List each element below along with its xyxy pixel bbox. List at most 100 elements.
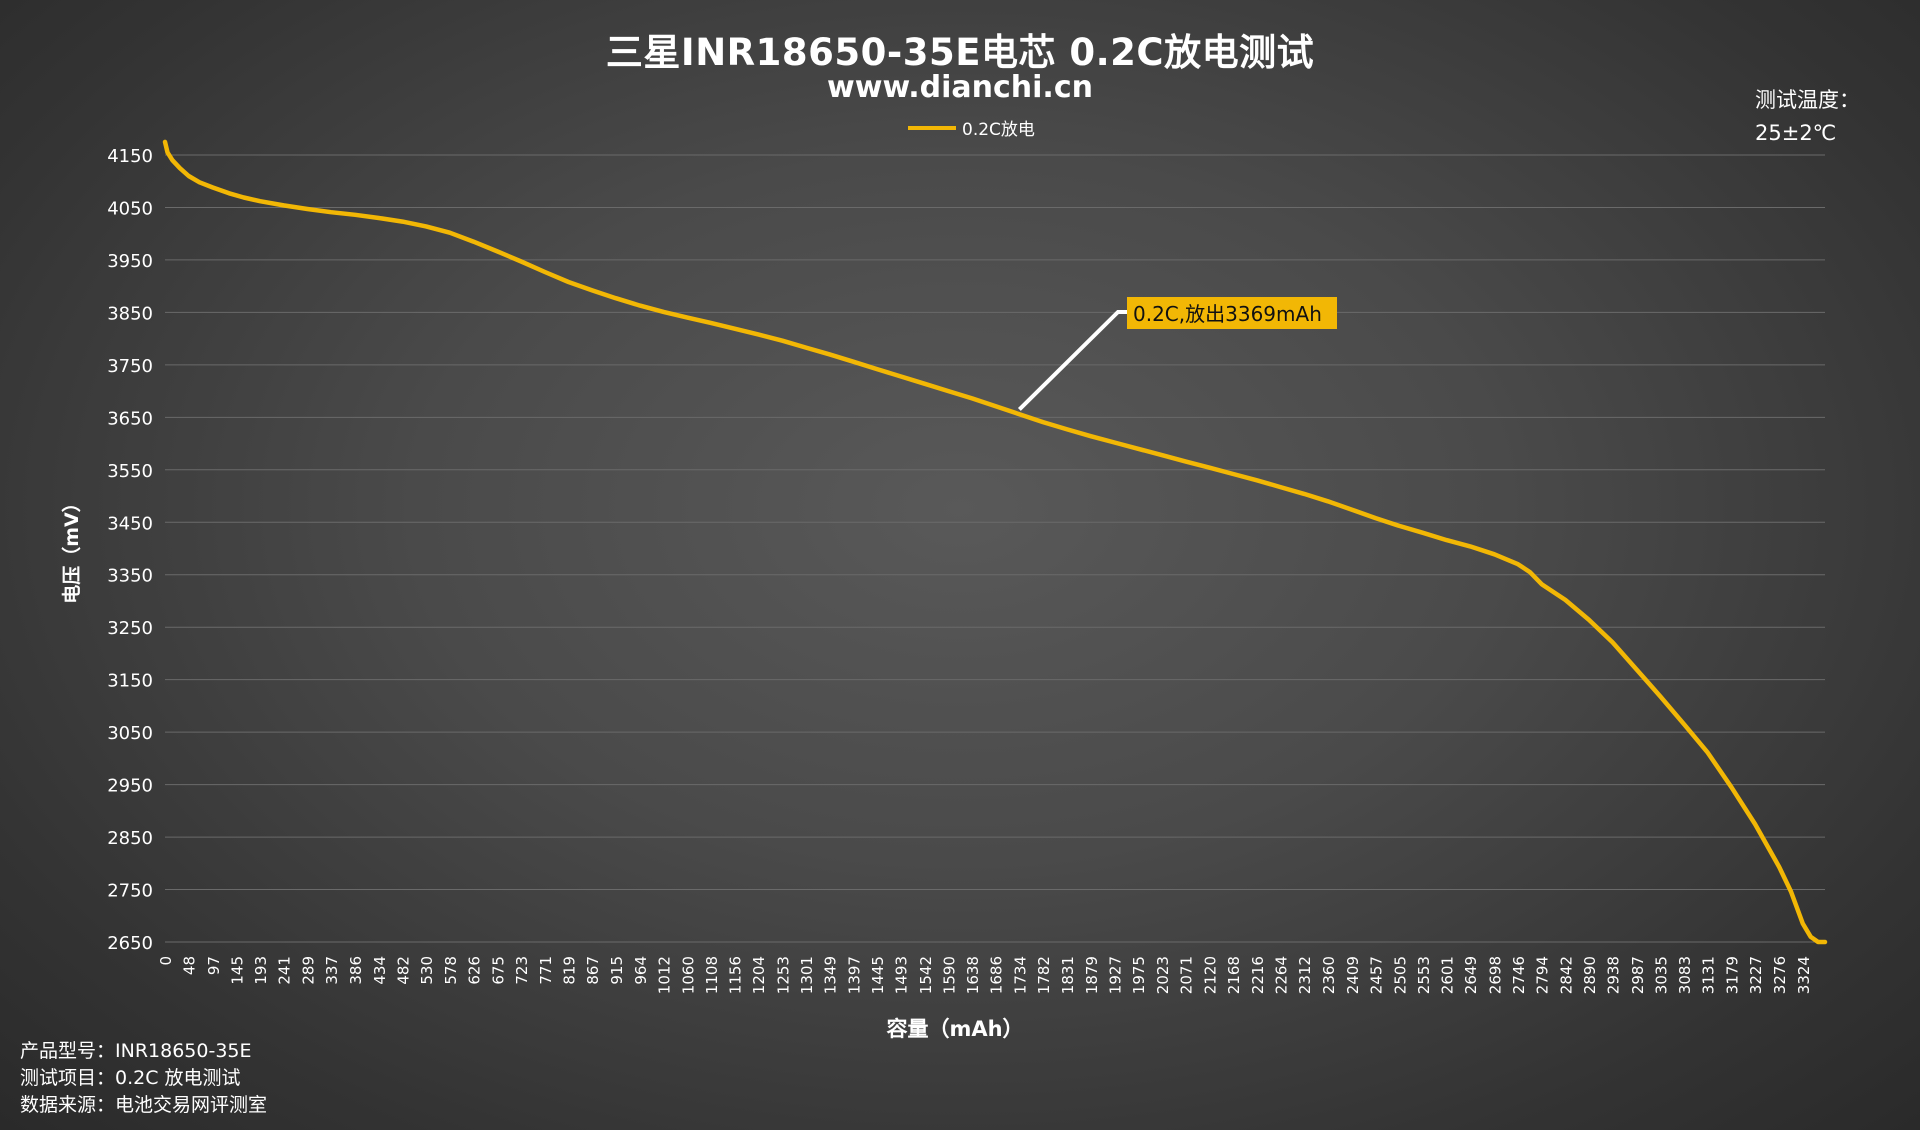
y-tick-label: 3050 [107,723,153,744]
x-tick-label: 819 [561,956,579,985]
x-tick-label: 3324 [1795,956,1813,994]
x-tick-label: 337 [323,956,341,985]
x-tick-label: 1879 [1083,956,1101,994]
x-tick-label: 482 [394,956,412,985]
footer-item-label: 测试项目： [20,1067,116,1089]
y-tick-label: 3650 [107,408,153,429]
x-tick-label: 97 [205,956,223,975]
chart-subtitle: www.dianchi.cn [827,70,1093,105]
x-tick-label: 2216 [1249,956,1267,994]
footer-source-label: 数据来源： [20,1094,116,1116]
x-tick-label: 2264 [1273,956,1291,994]
x-tick-label: 1012 [656,956,674,994]
callout-text: 0.2C,放出3369mAh [1133,302,1322,326]
x-tick-label: 723 [513,956,531,985]
temperature-value: 25±2℃ [1755,121,1837,145]
footer-model-value: INR18650-35E [115,1040,252,1062]
y-tick-labels: 4150 4050 3950 3850 3750 3650 3550 3450 3350 3250… [107,146,153,954]
y-tick-label: 2850 [107,828,153,849]
legend: 0.2C放电 [908,120,1035,140]
x-tick-label: 1590 [940,956,958,994]
x-tick-label: 1397 [845,956,863,994]
x-tick-label: 2842 [1557,956,1575,994]
y-tick-label: 3950 [107,251,153,272]
footer-source-value: 电池交易网评测室 [115,1094,268,1116]
x-tick-labels: 0 48 97 145 193 241 289 337 386 434 482 530 578 626 67… [157,956,1813,994]
footer-model-label: 产品型号： [20,1040,116,1062]
x-tick-label: 1686 [988,956,1006,994]
temperature-note: 测试温度： 25±2℃ [1755,84,1860,150]
y-tick-label: 2750 [107,881,153,902]
x-tick-label: 2023 [1154,956,1172,994]
annotation-callout: 0.2C,放出3369mAh [1017,297,1337,411]
x-tick-label: 193 [252,956,270,985]
y-tick-label: 3250 [107,618,153,639]
series-line [162,139,1828,945]
footer-item-value: 0.2C 放电测试 [115,1067,241,1089]
x-tick-label: 2601 [1439,956,1457,994]
x-tick-label: 771 [537,956,555,985]
x-tick-label: 2746 [1510,956,1528,994]
x-tick-label: 1975 [1130,956,1148,994]
y-tick-label: 3850 [107,303,153,324]
x-tick-label: 915 [608,956,626,985]
series-group [162,139,1828,945]
legend-label: 0.2C放电 [962,120,1035,140]
x-tick-label: 241 [276,956,294,985]
x-tick-label: 2071 [1177,956,1195,994]
x-tick-label: 578 [442,956,460,985]
x-tick-label: 2649 [1462,956,1480,994]
x-tick-label: 1542 [917,956,935,994]
footer-source: 数据来源：电池交易网评测室 [20,1092,267,1119]
x-tick-label: 289 [299,956,317,985]
x-tick-label: 3276 [1771,956,1789,994]
x-tick-label: 626 [465,956,483,985]
callout-leader-line [1017,310,1128,411]
x-tick-label: 675 [490,956,508,985]
footer-item: 测试项目：0.2C 放电测试 [20,1065,267,1092]
x-tick-label: 964 [632,956,650,985]
x-tick-label: 1253 [774,956,792,994]
y-tick-label: 3350 [107,566,153,587]
x-tick-label: 2168 [1225,956,1243,994]
x-tick-label: 2505 [1391,956,1409,994]
x-tick-label: 530 [418,956,436,985]
x-axis-label: 容量（mAh） [886,1017,1023,1041]
footer-notes: 产品型号：INR18650-35E 测试项目：0.2C 放电测试 数据来源：电池… [20,1038,267,1119]
x-tick-label: 1301 [798,956,816,994]
x-tick-label: 867 [584,956,602,985]
x-tick-label: 3131 [1700,956,1718,994]
callout-box [1127,297,1337,329]
x-tick-label: 3035 [1652,956,1670,994]
x-tick-label: 1204 [750,956,768,994]
y-tick-label: 2950 [107,776,153,797]
footer-model: 产品型号：INR18650-35E [20,1038,267,1065]
gridlines [165,154,1825,943]
x-tick-label: 2794 [1534,956,1552,994]
x-tick-label: 1060 [679,956,697,994]
x-tick-label: 2553 [1415,956,1433,994]
y-tick-label: 4050 [107,198,153,219]
x-tick-label: 1156 [727,956,745,994]
x-tick-label: 1349 [822,956,840,994]
x-tick-label: 2698 [1486,956,1504,994]
x-tick-label: 1445 [869,956,887,994]
x-tick-label: 0 [157,956,175,966]
x-tick-label: 2938 [1605,956,1623,994]
x-tick-label: 2120 [1202,956,1220,994]
x-tick-label: 2890 [1581,956,1599,994]
x-tick-label: 1782 [1035,956,1053,994]
x-tick-label: 3227 [1747,956,1765,994]
y-tick-label: 3150 [107,671,153,692]
x-tick-label: 3083 [1676,956,1694,994]
x-tick-label: 2987 [1629,956,1647,994]
x-tick-label: 1493 [893,956,911,994]
x-tick-label: 3179 [1723,956,1741,994]
y-tick-label: 3750 [107,356,153,377]
y-tick-label: 4150 [107,146,153,167]
x-tick-label: 1831 [1059,956,1077,994]
temperature-label: 测试温度： [1755,88,1860,112]
y-axis-label: 电压（mV） [60,493,83,604]
x-tick-label: 2409 [1344,956,1362,994]
